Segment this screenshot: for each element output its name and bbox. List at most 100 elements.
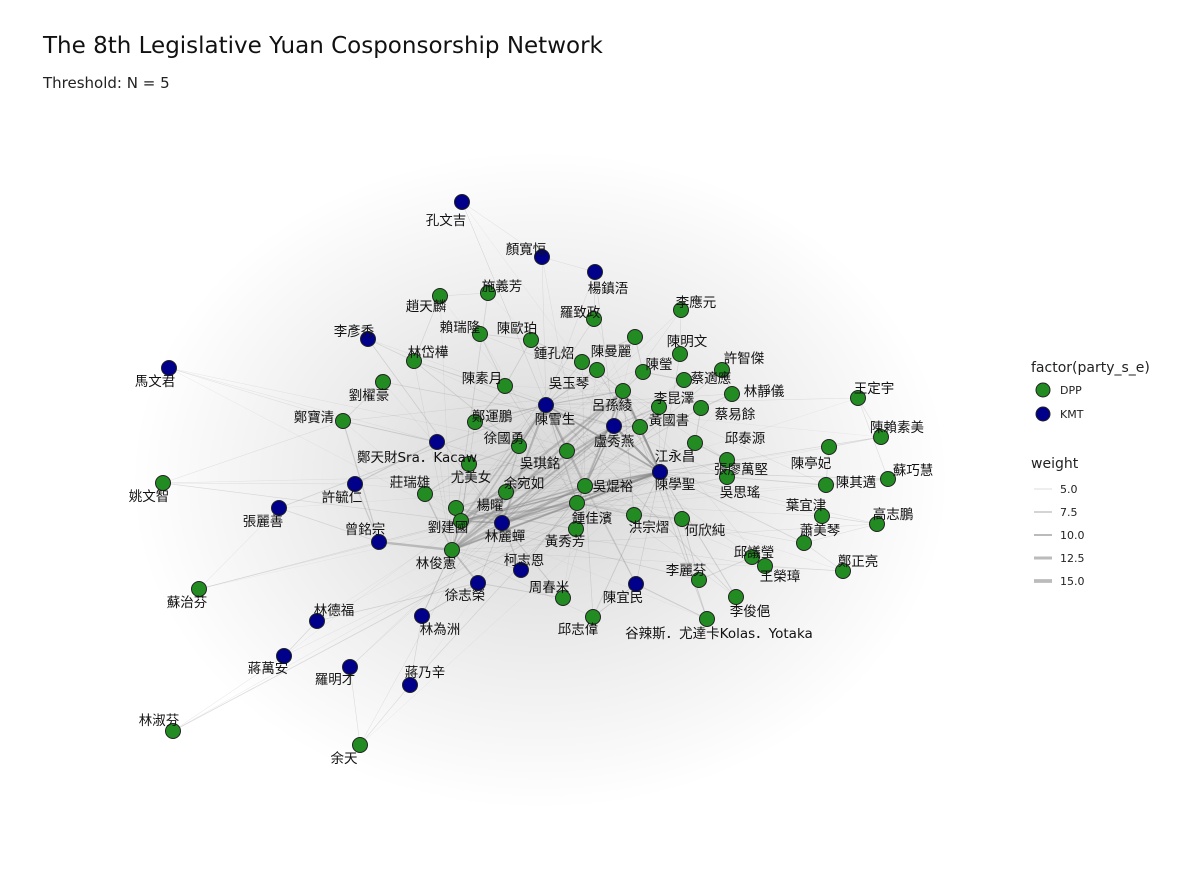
legislator-label: 林俊憲 <box>416 556 457 572</box>
cosponsor-edge <box>639 426 661 473</box>
cosponsor-edge <box>342 390 624 422</box>
cosponsor-edge <box>460 471 661 522</box>
legislator-label: 陳瑩 <box>646 357 673 373</box>
cosponsor-edge <box>584 485 737 598</box>
legislator-node <box>467 414 483 430</box>
legislator-label: 李麗芬 <box>666 563 707 579</box>
legislator-label: 余天 <box>331 750 358 767</box>
cosponsor-edge <box>584 485 753 558</box>
legislator-node <box>429 434 445 450</box>
cosponsor-edge <box>501 425 615 524</box>
cosponsor-edge <box>460 425 615 522</box>
cosponsor-edge <box>168 367 462 522</box>
legislator-node <box>585 609 601 625</box>
cosponsor-edge <box>584 471 661 487</box>
cosponsor-edge <box>530 339 578 504</box>
legislator-label: 陳明文 <box>667 334 708 350</box>
cosponsor-edge <box>455 507 503 524</box>
cosponsor-edge <box>451 471 661 551</box>
page-subtitle: Threshold: N = 5 <box>43 74 170 92</box>
legislator-node <box>587 264 603 280</box>
legislator-node <box>342 659 358 675</box>
cosponsor-edge <box>545 404 737 598</box>
legislator-label: 楊鎮浯 <box>588 281 629 297</box>
cosponsor-edge <box>518 404 547 447</box>
legend-weight-label-4: 12.5 <box>1060 552 1085 565</box>
legislator-node <box>414 608 430 624</box>
legislator-node <box>417 486 433 502</box>
legislator-label: 蔣乃辛 <box>405 665 446 681</box>
cosponsor-edge <box>541 256 596 273</box>
cosponsor-edge <box>354 441 438 485</box>
cosponsor-edge <box>359 471 661 746</box>
legislator-label: 張廖萬堅 <box>714 461 768 478</box>
legislator-label: 羅致政 <box>560 305 601 321</box>
legislator-label: 陳亭妃 <box>791 455 832 472</box>
legislator-label: 顏寬恒 <box>506 241 547 258</box>
cosponsor-edge <box>659 471 708 620</box>
legend-weight-label-1: 5.0 <box>1060 483 1078 496</box>
legislator-node <box>569 495 585 511</box>
legislator-node <box>693 400 709 416</box>
cosponsor-edge <box>359 684 411 746</box>
cosponsor-edge <box>424 425 615 495</box>
cosponsor-edge <box>541 256 586 487</box>
cosponsor-edge <box>461 201 543 258</box>
cosponsor-edge <box>162 420 344 484</box>
legislator-label: 姚文智 <box>129 489 170 505</box>
cosponsor-edge <box>504 385 578 504</box>
legislator-node <box>472 326 488 342</box>
cosponsor-edge <box>504 385 624 392</box>
legend-weight-label-5: 15.0 <box>1060 575 1085 588</box>
legislator-node <box>432 288 448 304</box>
legislator-label: 洪宗熠 <box>629 520 670 536</box>
legislator-node <box>672 346 688 362</box>
legislator-node <box>626 507 642 523</box>
legislator-node <box>453 513 469 529</box>
legislator-node <box>161 360 177 376</box>
cosponsor-edge <box>613 425 661 473</box>
cosponsor-edge <box>545 353 681 406</box>
cosponsor-edge <box>501 450 568 524</box>
cosponsor-edge <box>501 425 615 524</box>
cosponsor-edge <box>584 397 859 487</box>
cosponsor-edge <box>479 333 506 387</box>
legislator-label: 林靜儀 <box>744 384 785 400</box>
cosponsor-edge <box>451 390 624 551</box>
legislator-node <box>534 249 550 265</box>
cosponsor-edge <box>378 471 661 543</box>
legislator-node <box>559 443 575 459</box>
legislator-node <box>699 611 715 627</box>
legislator-label: 高志鵬 <box>873 506 914 523</box>
legislator-node <box>406 353 422 369</box>
cosponsor-edge <box>342 420 438 443</box>
legislator-label: 鍾孔炤 <box>534 346 575 362</box>
cosponsor-edge <box>501 407 702 524</box>
legislator-node <box>869 516 885 532</box>
cosponsor-edge <box>460 501 578 523</box>
legislator-label: 莊瑞雄 <box>390 475 431 491</box>
cosponsor-edge <box>354 483 578 504</box>
cosponsor-edge <box>460 309 682 522</box>
legislator-label: 吳琪銘 <box>520 456 561 472</box>
cosponsor-edge <box>198 507 280 590</box>
legislator-node <box>757 558 773 574</box>
legislator-node <box>724 386 740 402</box>
legislator-node <box>719 452 735 468</box>
cosponsor-edge <box>622 390 683 520</box>
legislator-label: 林淑芬 <box>139 713 180 729</box>
cosponsor-edge <box>613 425 661 473</box>
cosponsor-edge <box>857 397 889 480</box>
cosponsor-edge <box>622 390 728 461</box>
legislator-node <box>555 590 571 606</box>
legislator-node <box>728 589 744 605</box>
cosponsor-edge <box>460 514 635 522</box>
legislator-node <box>627 329 643 345</box>
legislator-node <box>371 534 387 550</box>
legislator-label: 林麗蟬 <box>485 529 526 545</box>
cosponsor-edge <box>451 522 503 551</box>
legislator-node <box>523 332 539 348</box>
legislator-node <box>676 372 692 388</box>
legislator-label: 蘇治芬 <box>167 595 208 611</box>
cosponsor-edge <box>198 541 380 590</box>
